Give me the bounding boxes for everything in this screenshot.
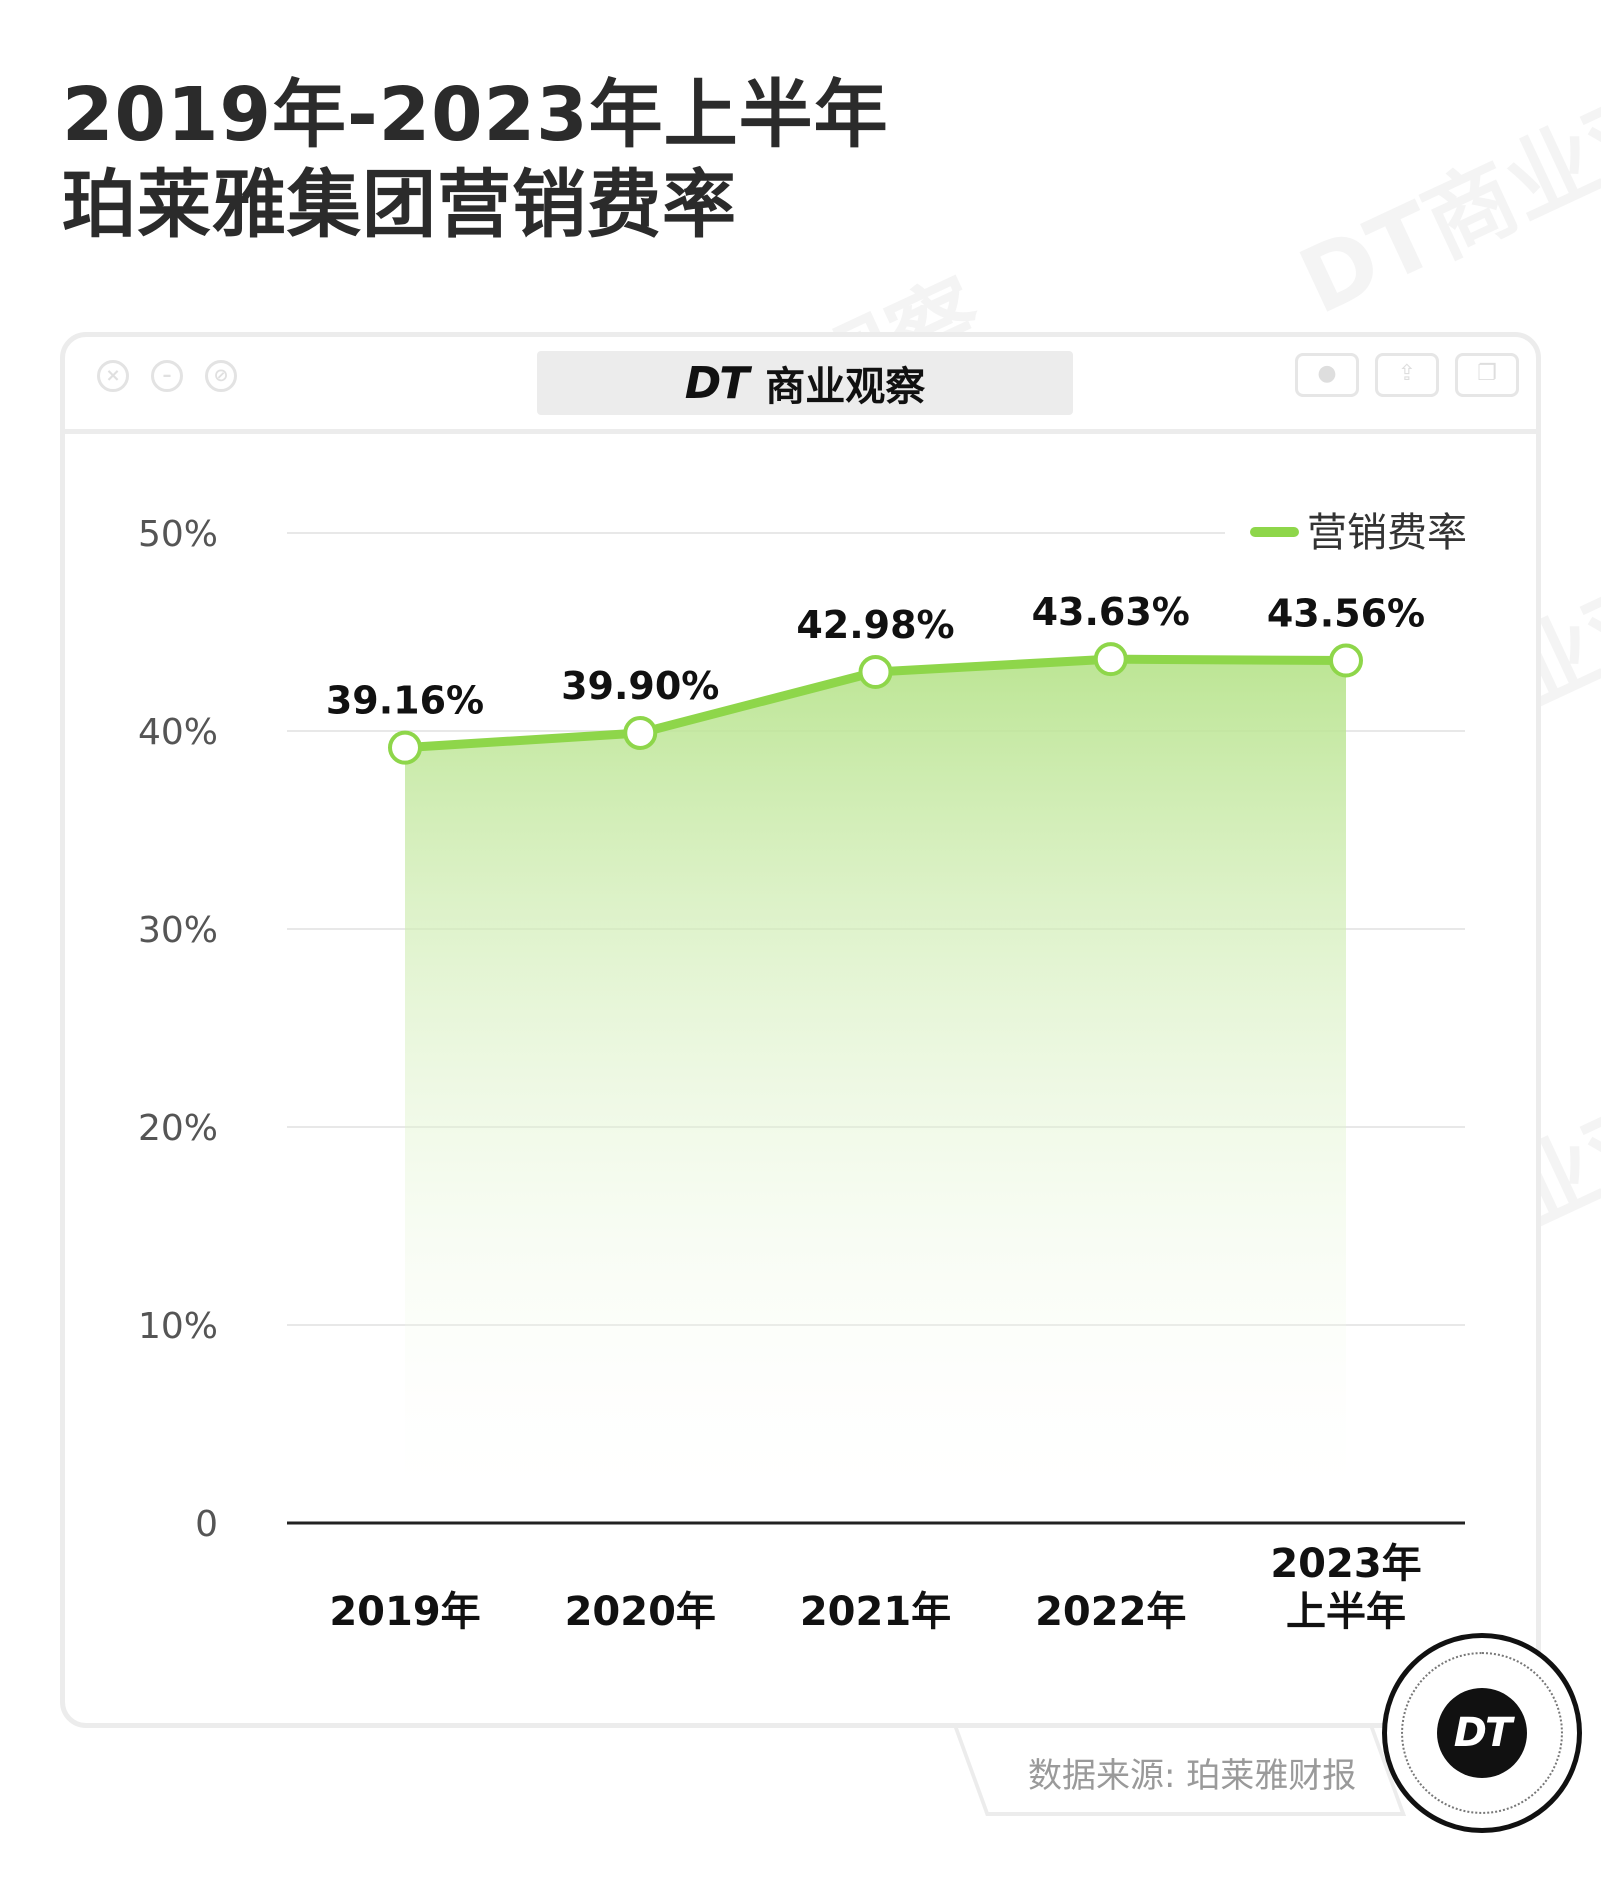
y-tick-label: 50%	[138, 514, 218, 555]
minimize-icon[interactable]: –	[151, 360, 183, 392]
data-label: 42.98%	[796, 603, 954, 647]
y-tick-label: 10%	[138, 1306, 218, 1347]
data-point	[623, 715, 658, 750]
data-labels: 39.16% 39.90% 42.98% 43.63% 43.56%	[326, 590, 1425, 723]
x-tick-label: 上半年	[1286, 1589, 1406, 1635]
tab-title: 商业观察	[765, 364, 926, 410]
y-tick-label: 20%	[138, 1108, 218, 1149]
dt-logo: DT	[684, 357, 750, 409]
chart-title: 2019年-2023年上半年 珀莱雅集团营销费率	[62, 70, 889, 250]
window-tab[interactable]: DT 商业观察	[537, 351, 1073, 415]
chart-title-line1: 2019年-2023年上半年	[62, 72, 889, 158]
x-tick-label: 2020年	[565, 1589, 716, 1635]
y-axis-ticks: 0 10% 20% 30% 40% 50%	[138, 514, 218, 1545]
x-tick-label: 2021年	[800, 1589, 951, 1635]
data-source: 数据来源: 珀莱雅财报	[1028, 1756, 1357, 1796]
data-point	[858, 654, 893, 689]
series-area	[405, 659, 1346, 1523]
record-icon[interactable]: ●	[1295, 353, 1359, 397]
badge-core: DT	[1437, 1688, 1527, 1778]
legend: 营销费率	[1250, 510, 1467, 556]
window-header: × – ⊘ DT 商业观察 ● ⇪ ❐	[65, 337, 1536, 434]
data-label: 39.90%	[561, 664, 719, 708]
area-fill	[405, 659, 1346, 1523]
y-tick-label: 0	[195, 1504, 218, 1545]
duplicate-icon[interactable]: ❐	[1455, 353, 1519, 397]
y-tick-label: 40%	[138, 712, 218, 753]
y-tick-label: 30%	[138, 910, 218, 951]
data-point	[1329, 643, 1363, 678]
no-entry-icon[interactable]: ⊘	[205, 360, 237, 392]
dt-badge-logo: DT	[1382, 1633, 1582, 1833]
share-icon[interactable]: ⇪	[1375, 353, 1439, 397]
data-label: 43.56%	[1267, 592, 1425, 636]
legend-label: 营销费率	[1307, 510, 1467, 556]
x-tick-label: 2023年	[1270, 1541, 1421, 1587]
chart-title-line2: 珀莱雅集团营销费率	[62, 162, 737, 248]
data-label: 39.16%	[326, 679, 484, 723]
data-label: 43.63%	[1032, 590, 1190, 634]
close-icon[interactable]: ×	[97, 360, 129, 392]
x-tick-label: 2019年	[329, 1589, 480, 1635]
x-tick-label: 2022年	[1035, 1589, 1186, 1635]
data-point	[388, 730, 422, 765]
data-points	[388, 642, 1363, 765]
data-point	[1093, 642, 1128, 677]
badge-ring	[1401, 1652, 1563, 1814]
x-axis-labels: 2019年 2020年 2021年 2022年 2023年上半年	[329, 1541, 1421, 1635]
